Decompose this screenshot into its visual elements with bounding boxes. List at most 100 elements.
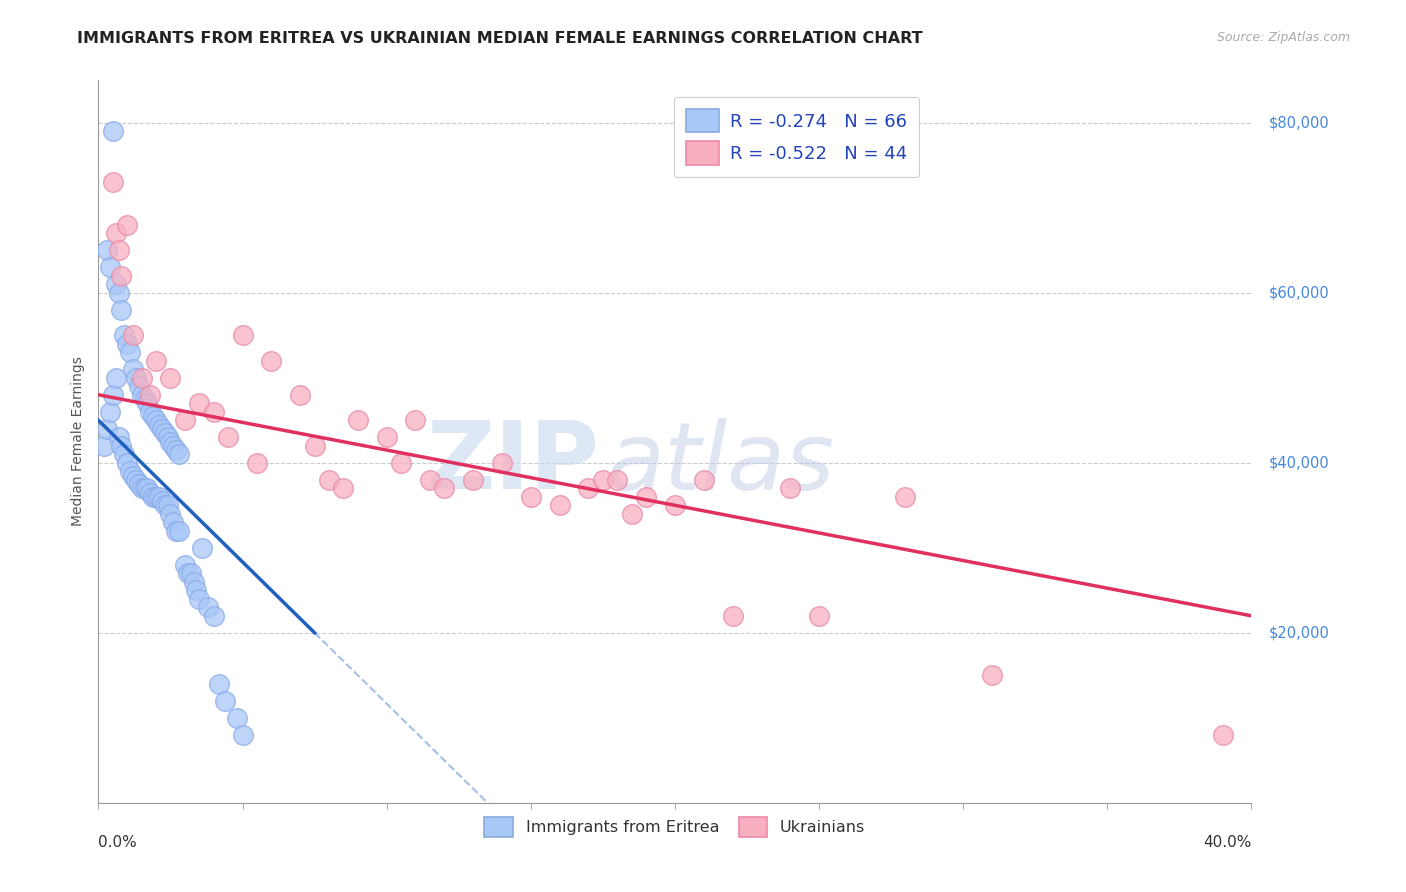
Text: 40.0%: 40.0% — [1204, 835, 1251, 850]
Point — [117, 218, 139, 232]
Point — [120, 464, 142, 478]
Point — [620, 507, 643, 521]
Point — [779, 481, 801, 495]
Point — [186, 583, 208, 598]
Point — [162, 439, 184, 453]
Point — [721, 608, 744, 623]
Point — [231, 728, 254, 742]
Point — [104, 227, 127, 241]
Point — [461, 473, 484, 487]
Point — [134, 481, 156, 495]
Point — [96, 244, 118, 258]
Point — [332, 481, 354, 495]
Point — [145, 413, 167, 427]
Y-axis label: Median Female Earnings: Median Female Earnings — [70, 357, 84, 526]
Point — [260, 353, 283, 368]
Point — [139, 388, 162, 402]
Point — [188, 396, 211, 410]
Point — [389, 456, 412, 470]
Point — [139, 485, 162, 500]
Point — [139, 405, 162, 419]
Point — [548, 498, 571, 512]
Point — [125, 371, 148, 385]
Point — [104, 371, 127, 385]
Text: $60,000: $60,000 — [1268, 285, 1330, 301]
Text: ZIP: ZIP — [427, 417, 600, 509]
Point — [693, 473, 716, 487]
Point — [246, 456, 269, 470]
Point — [150, 494, 173, 508]
Point — [156, 430, 179, 444]
Point — [142, 490, 165, 504]
Point — [107, 285, 129, 300]
Point — [148, 490, 170, 504]
Point — [148, 417, 170, 432]
Point — [162, 516, 184, 530]
Point — [177, 566, 200, 581]
Text: atlas: atlas — [606, 417, 834, 508]
Point — [112, 447, 135, 461]
Point — [98, 405, 121, 419]
Point — [290, 388, 312, 402]
Point — [183, 574, 205, 589]
Point — [167, 447, 190, 461]
Point — [131, 371, 153, 385]
Point — [150, 422, 173, 436]
Point — [145, 490, 167, 504]
Point — [592, 473, 614, 487]
Point — [107, 244, 129, 258]
Point — [120, 345, 142, 359]
Legend: Immigrants from Eritrea, Ukrainians: Immigrants from Eritrea, Ukrainians — [477, 809, 873, 846]
Point — [304, 439, 326, 453]
Point — [225, 711, 247, 725]
Point — [1212, 728, 1234, 742]
Point — [110, 439, 132, 453]
Point — [134, 392, 156, 406]
Text: $40,000: $40,000 — [1268, 455, 1330, 470]
Point — [98, 260, 121, 275]
Point — [491, 456, 513, 470]
Point — [165, 524, 187, 538]
Point — [167, 524, 190, 538]
Text: IMMIGRANTS FROM ERITREA VS UKRAINIAN MEDIAN FEMALE EARNINGS CORRELATION CHART: IMMIGRANTS FROM ERITREA VS UKRAINIAN MED… — [77, 31, 922, 46]
Point — [188, 591, 211, 606]
Point — [96, 422, 118, 436]
Point — [145, 353, 167, 368]
Point — [318, 473, 340, 487]
Point — [122, 468, 145, 483]
Point — [131, 481, 153, 495]
Point — [128, 477, 150, 491]
Point — [122, 328, 145, 343]
Point — [981, 668, 1004, 682]
Point — [153, 498, 176, 512]
Point — [136, 396, 159, 410]
Text: 0.0%: 0.0% — [98, 835, 138, 850]
Text: $20,000: $20,000 — [1268, 625, 1330, 640]
Point — [202, 405, 225, 419]
Point — [117, 456, 139, 470]
Point — [375, 430, 398, 444]
Point — [217, 430, 239, 444]
Point — [136, 481, 159, 495]
Point — [214, 694, 236, 708]
Point — [180, 566, 202, 581]
Point — [208, 677, 231, 691]
Point — [159, 371, 181, 385]
Point — [101, 175, 124, 189]
Point — [419, 473, 441, 487]
Point — [894, 490, 917, 504]
Point — [202, 608, 225, 623]
Point — [174, 413, 197, 427]
Point — [191, 541, 214, 555]
Point — [346, 413, 368, 427]
Point — [664, 498, 686, 512]
Point — [636, 490, 658, 504]
Point — [433, 481, 456, 495]
Text: $80,000: $80,000 — [1268, 115, 1330, 130]
Point — [153, 425, 176, 440]
Point — [93, 439, 115, 453]
Point — [122, 362, 145, 376]
Point — [808, 608, 831, 623]
Point — [578, 481, 600, 495]
Point — [405, 413, 427, 427]
